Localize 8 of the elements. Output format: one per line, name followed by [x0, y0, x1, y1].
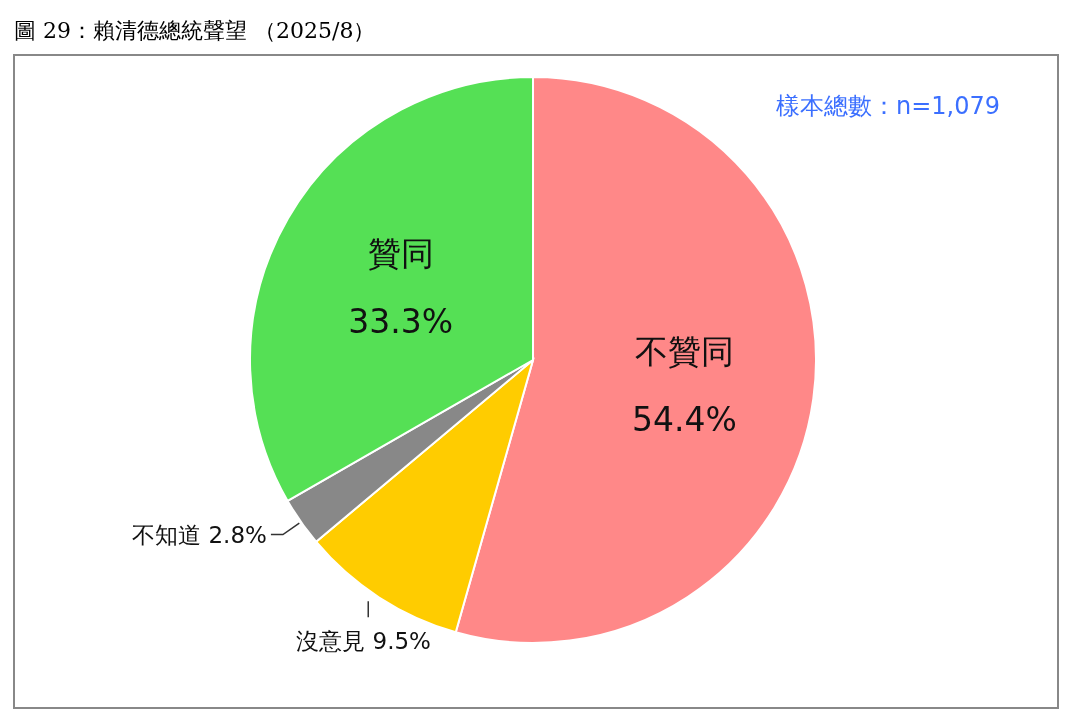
data-label: 54.4% — [631, 400, 737, 440]
data-label: 33.3% — [348, 302, 454, 342]
slice-label: 贊同 — [367, 234, 434, 274]
slice-label: 沒意見 9.5% — [296, 628, 431, 655]
text: 樣本總數：n=1,079 — [775, 92, 1000, 120]
slice-label: 不贊同 — [634, 332, 734, 372]
slice-label: 不知道 2.8% — [132, 521, 267, 548]
chart-title: 圖 29：賴清德總統聲望 （2025/8） — [14, 18, 376, 43]
